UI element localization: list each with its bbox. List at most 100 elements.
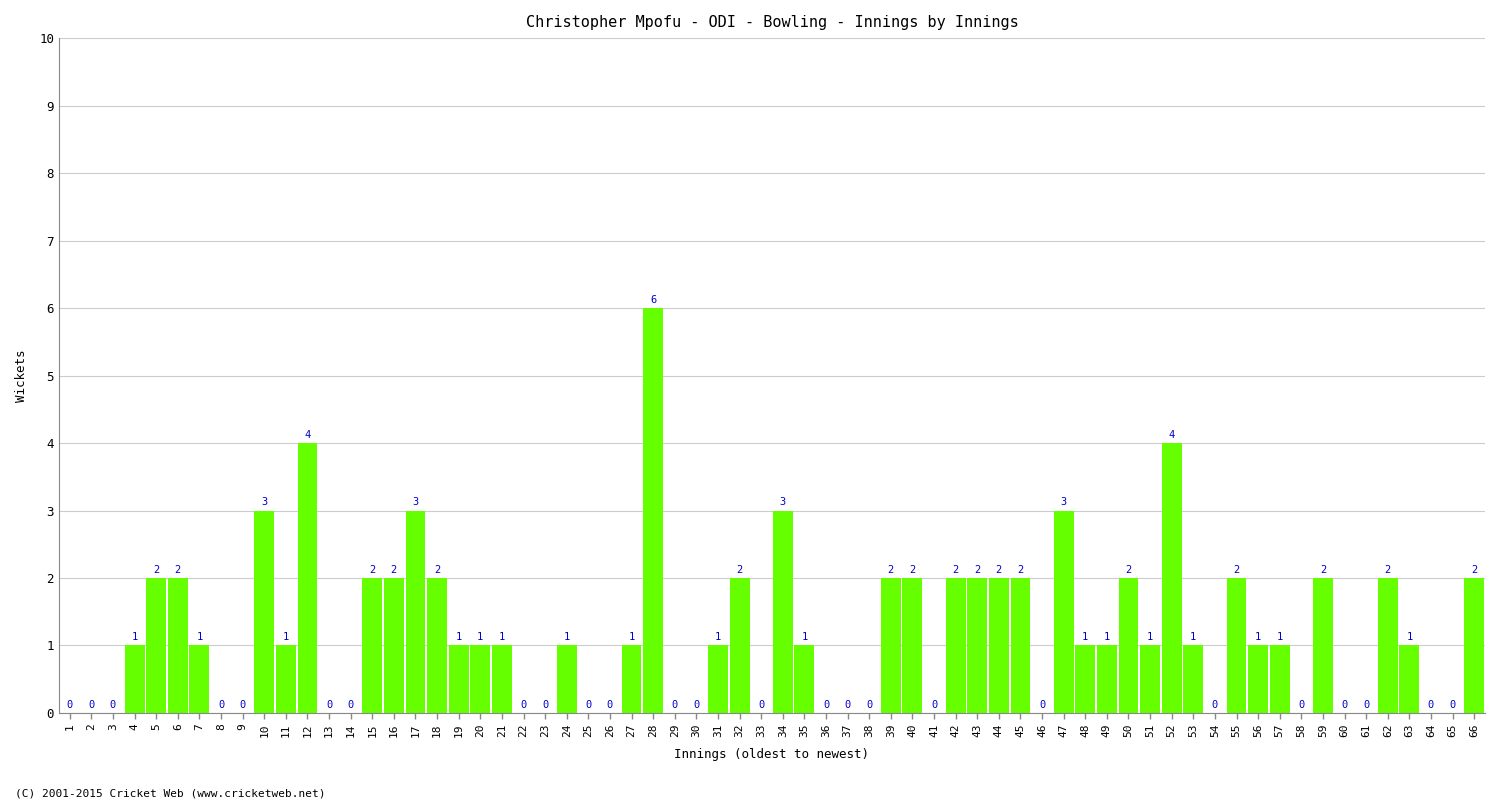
- Text: 3: 3: [1060, 497, 1066, 507]
- Bar: [1162, 443, 1182, 713]
- Text: 6: 6: [650, 294, 657, 305]
- Bar: [1119, 578, 1138, 713]
- Text: 1: 1: [1407, 632, 1413, 642]
- Text: 0: 0: [66, 699, 74, 710]
- Text: 0: 0: [585, 699, 591, 710]
- Bar: [795, 646, 814, 713]
- Text: 3: 3: [261, 497, 267, 507]
- Text: 1: 1: [1104, 632, 1110, 642]
- Text: 0: 0: [240, 699, 246, 710]
- Text: 0: 0: [348, 699, 354, 710]
- Text: 0: 0: [693, 699, 699, 710]
- Text: 2: 2: [369, 565, 375, 574]
- Bar: [988, 578, 1010, 713]
- Text: 1: 1: [282, 632, 290, 642]
- Text: 0: 0: [1449, 699, 1455, 710]
- Bar: [168, 578, 188, 713]
- Text: 1: 1: [628, 632, 634, 642]
- Text: 0: 0: [672, 699, 678, 710]
- Text: 1: 1: [1256, 632, 1262, 642]
- Text: 2: 2: [1320, 565, 1326, 574]
- Bar: [1270, 646, 1290, 713]
- Bar: [384, 578, 404, 713]
- Bar: [147, 578, 166, 713]
- Text: 2: 2: [736, 565, 742, 574]
- Bar: [1400, 646, 1419, 713]
- Text: 1: 1: [132, 632, 138, 642]
- Bar: [255, 510, 274, 713]
- Text: 1: 1: [477, 632, 483, 642]
- Bar: [968, 578, 987, 713]
- Text: 1: 1: [500, 632, 506, 642]
- Text: 0: 0: [1212, 699, 1218, 710]
- Text: 0: 0: [1364, 699, 1370, 710]
- Text: 2: 2: [1233, 565, 1239, 574]
- Text: 0: 0: [758, 699, 765, 710]
- Text: 2: 2: [433, 565, 439, 574]
- Bar: [945, 578, 966, 713]
- Text: 1: 1: [196, 632, 202, 642]
- Bar: [189, 646, 210, 713]
- Text: 2: 2: [888, 565, 894, 574]
- Text: 0: 0: [326, 699, 332, 710]
- Text: 0: 0: [217, 699, 223, 710]
- Bar: [427, 578, 447, 713]
- Bar: [1227, 578, 1246, 713]
- Bar: [1140, 646, 1160, 713]
- Text: 2: 2: [952, 565, 958, 574]
- Bar: [903, 578, 922, 713]
- Text: 2: 2: [174, 565, 182, 574]
- Text: 2: 2: [974, 565, 981, 574]
- Bar: [644, 308, 663, 713]
- Text: 2: 2: [1384, 565, 1390, 574]
- Text: 2: 2: [996, 565, 1002, 574]
- Text: 1: 1: [801, 632, 807, 642]
- Text: 3: 3: [780, 497, 786, 507]
- Text: 0: 0: [824, 699, 830, 710]
- Title: Christopher Mpofu - ODI - Bowling - Innings by Innings: Christopher Mpofu - ODI - Bowling - Inni…: [525, 15, 1019, 30]
- Bar: [124, 646, 144, 713]
- Bar: [405, 510, 426, 713]
- Text: 0: 0: [608, 699, 613, 710]
- Bar: [880, 578, 902, 713]
- Text: 4: 4: [1168, 430, 1174, 440]
- Text: 1: 1: [716, 632, 722, 642]
- Text: 0: 0: [88, 699, 94, 710]
- Bar: [621, 646, 642, 713]
- Bar: [471, 646, 490, 713]
- Text: 1: 1: [564, 632, 570, 642]
- Bar: [1248, 646, 1268, 713]
- Bar: [1011, 578, 1031, 713]
- Text: 4: 4: [304, 430, 310, 440]
- Text: 0: 0: [1428, 699, 1434, 710]
- Text: 0: 0: [865, 699, 873, 710]
- Bar: [1378, 578, 1398, 713]
- Text: 2: 2: [153, 565, 159, 574]
- Text: 1: 1: [1190, 632, 1197, 642]
- Text: 1: 1: [456, 632, 462, 642]
- Text: 0: 0: [542, 699, 548, 710]
- Text: 0: 0: [1040, 699, 1046, 710]
- Text: 1: 1: [1148, 632, 1154, 642]
- X-axis label: Innings (oldest to newest): Innings (oldest to newest): [675, 748, 870, 761]
- Bar: [772, 510, 792, 713]
- Text: 2: 2: [390, 565, 398, 574]
- Bar: [729, 578, 750, 713]
- Text: 2: 2: [909, 565, 915, 574]
- Bar: [1312, 578, 1334, 713]
- Text: 2: 2: [1017, 565, 1023, 574]
- Bar: [556, 646, 576, 713]
- Bar: [363, 578, 382, 713]
- Bar: [297, 443, 318, 713]
- Text: 0: 0: [844, 699, 850, 710]
- Bar: [1053, 510, 1074, 713]
- Bar: [1464, 578, 1484, 713]
- Y-axis label: Wickets: Wickets: [15, 350, 28, 402]
- Bar: [1096, 646, 1118, 713]
- Text: 3: 3: [413, 497, 419, 507]
- Bar: [492, 646, 512, 713]
- Text: 2: 2: [1472, 565, 1478, 574]
- Bar: [708, 646, 728, 713]
- Text: 2: 2: [1125, 565, 1131, 574]
- Bar: [1076, 646, 1095, 713]
